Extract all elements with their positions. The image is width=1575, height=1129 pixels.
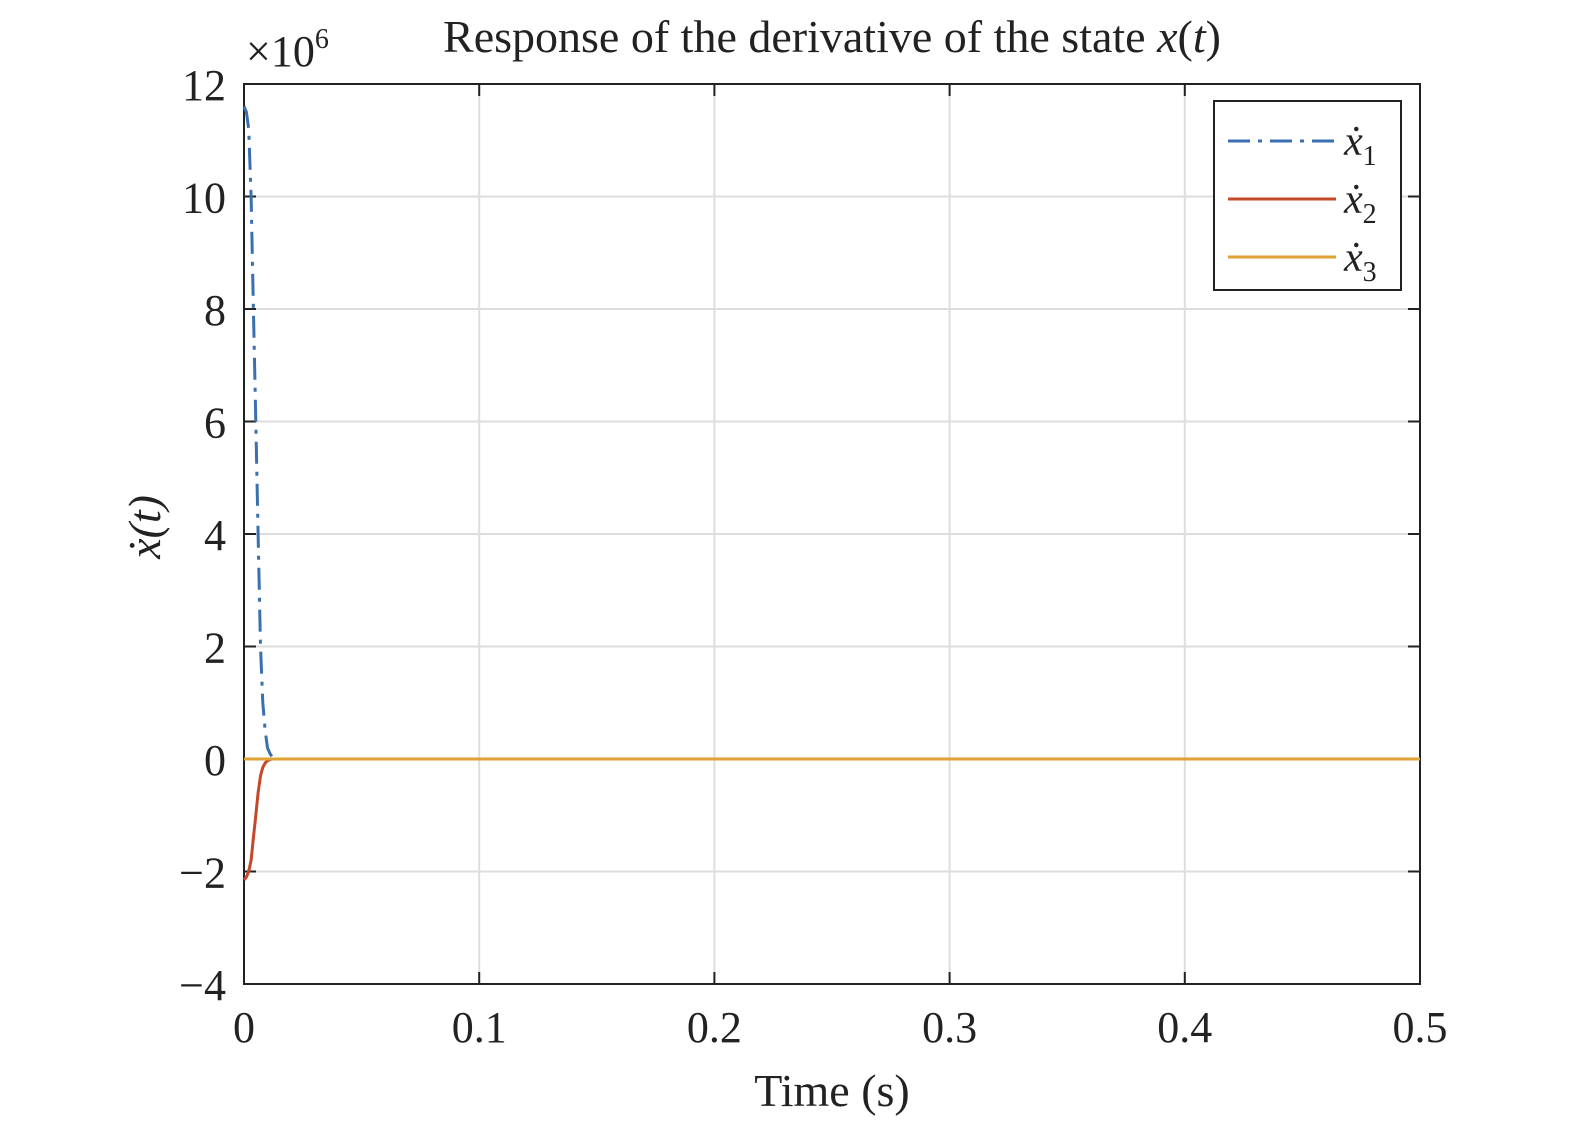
- y-tick-label: 10: [182, 174, 226, 223]
- x-axis-label: Time (s): [754, 1065, 910, 1116]
- x-tick-label: 0.4: [1157, 1003, 1212, 1052]
- y-axis-multiplier: ×106: [246, 24, 329, 76]
- y-tick-label: 4: [204, 511, 226, 560]
- y-tick-label: −4: [179, 961, 226, 1010]
- y-tick-label: 8: [204, 286, 226, 335]
- series-layer: [242, 105, 1420, 881]
- y-tick-label: −2: [179, 849, 226, 898]
- x-tick-label: 0.3: [922, 1003, 977, 1052]
- x-tick-label: 0.5: [1393, 1003, 1448, 1052]
- y-tick-label: 0: [204, 736, 226, 785]
- legend-label-2: ẋ2: [1343, 177, 1377, 230]
- x-tick-label: 0: [233, 1003, 255, 1052]
- y-tick-label: 12: [182, 61, 226, 110]
- chart-title: Response of the derivative of the state …: [443, 11, 1221, 62]
- y-axis-label: ẋ(t): [119, 495, 170, 560]
- axis-ticks: 0 0.1 0.2 0.3 0.4 0.5 −4 −2 0 2 4 6 8 10 12: [179, 61, 1447, 1052]
- legend-label-3: ẋ3: [1343, 235, 1377, 288]
- x-tick-label: 0.1: [452, 1003, 507, 1052]
- series-line-2: [242, 757, 1420, 881]
- y-tick-label: 2: [204, 624, 226, 673]
- x-tick-label: 0.2: [687, 1003, 742, 1052]
- legend-label-1: ẋ1: [1343, 119, 1377, 172]
- y-tick-label: 6: [204, 399, 226, 448]
